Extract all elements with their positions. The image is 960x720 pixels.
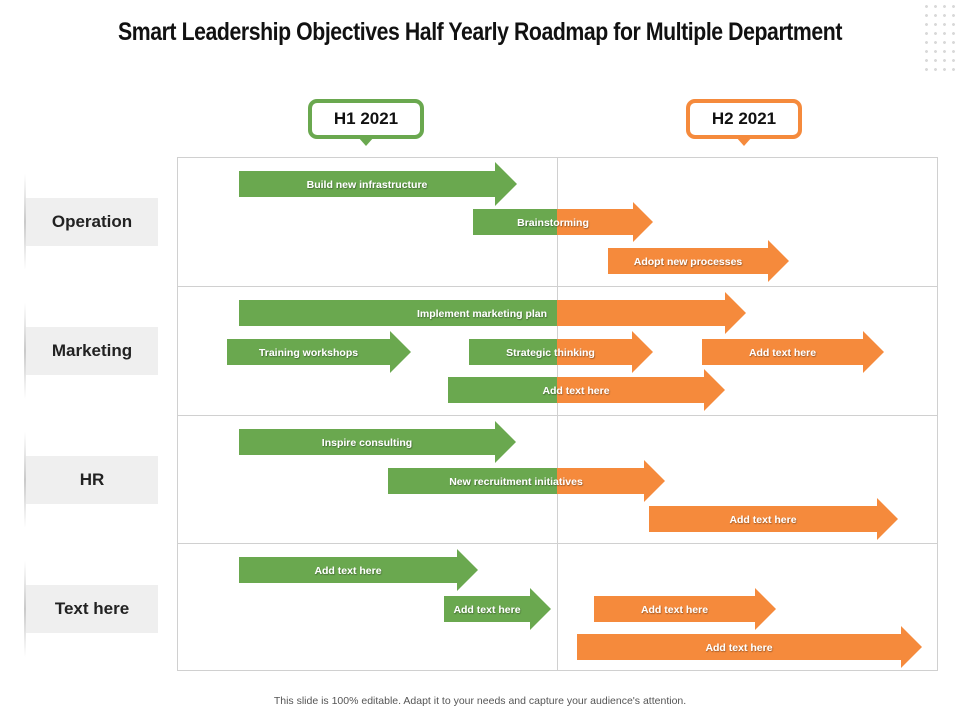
task-arrow-h1-segment — [239, 162, 517, 206]
task-label: Add text here — [705, 642, 772, 654]
task-arrow-h1-segment — [239, 421, 516, 463]
callout-pointer — [736, 137, 752, 146]
task-arrow-h1-segment — [0, 625, 557, 669]
task-arrow: Add text here — [444, 588, 551, 630]
task-label: New recruitment initiatives — [449, 476, 583, 488]
task-label: Implement marketing plan — [417, 308, 547, 320]
task-label: Strategic thinking — [506, 347, 595, 359]
period-h2-callout: H2 2021 — [686, 99, 802, 146]
task-arrow-h2-segment — [608, 240, 789, 282]
task-arrow: Add text here — [0, 497, 898, 541]
task-arrow-h2-segment — [557, 548, 960, 592]
dept-operation: Operation — [26, 198, 158, 246]
task-arrow-h1-segment — [0, 497, 557, 541]
dept-accent-line — [24, 303, 26, 399]
task-arrow-h2-segment — [557, 202, 653, 242]
task-label: Add text here — [729, 514, 796, 526]
task-label: Brainstorming — [517, 217, 589, 229]
task-arrow-h1-segment — [239, 549, 478, 591]
task-label: Add text here — [314, 565, 381, 577]
task-arrow: Add text here — [448, 369, 725, 411]
dept-accent-line — [24, 432, 26, 528]
task-arrow: Inspire consulting — [239, 420, 960, 464]
period-h2-label: H2 2021 — [711, 109, 777, 128]
footer-note: This slide is 100% editable. Adapt it to… — [273, 695, 687, 707]
task-arrow: Adopt new processes — [0, 239, 789, 283]
task-label: Inspire consulting — [322, 437, 412, 449]
dept-accent-line — [24, 561, 26, 657]
task-label: Build new infrastructure — [307, 179, 428, 191]
task-arrow-h1-segment — [473, 202, 557, 242]
task-arrow: Add text here — [0, 625, 922, 669]
dept-hr: HR — [26, 456, 158, 504]
task-label: Adopt new processes — [634, 256, 743, 268]
task-arrow-h2-segment — [557, 292, 746, 334]
task-arrow: Brainstorming — [473, 202, 653, 242]
dept-text-here: Text here — [26, 585, 158, 633]
row-divider — [177, 286, 938, 287]
task-arrow: Add text here — [239, 548, 960, 592]
task-arrow: New recruitment initiatives — [388, 460, 665, 502]
task-arrow: Build new infrastructure — [239, 161, 960, 207]
task-label: Add text here — [542, 385, 609, 397]
row-divider — [177, 415, 938, 416]
task-arrow-h1-segment — [0, 239, 557, 283]
period-h1-label: H1 2021 — [333, 109, 399, 128]
task-arrow-h1-segment — [448, 369, 557, 411]
task-arrow-h2-segment — [594, 588, 776, 630]
task-label: Add text here — [453, 604, 520, 616]
task-arrow-h2-segment — [557, 161, 960, 207]
period-h1-callout: H1 2021 — [308, 99, 424, 146]
task-label: Add text here — [641, 604, 708, 616]
task-arrow-h2-segment — [557, 369, 725, 411]
task-arrow-h2-segment — [557, 460, 665, 502]
period-divider — [557, 157, 558, 671]
decorative-dots — [922, 2, 956, 74]
task-label: Training workshops — [259, 347, 358, 359]
callout-pointer — [358, 137, 374, 146]
task-label: Add text here — [749, 347, 816, 359]
task-arrow: Implement marketing plan — [239, 292, 746, 334]
dept-marketing: Marketing — [26, 327, 158, 375]
dept-accent-line — [24, 174, 26, 270]
page-title: Smart Leadership Objectives Half Yearly … — [117, 18, 843, 46]
row-divider — [177, 543, 938, 544]
task-arrow-h2-segment — [557, 420, 960, 464]
